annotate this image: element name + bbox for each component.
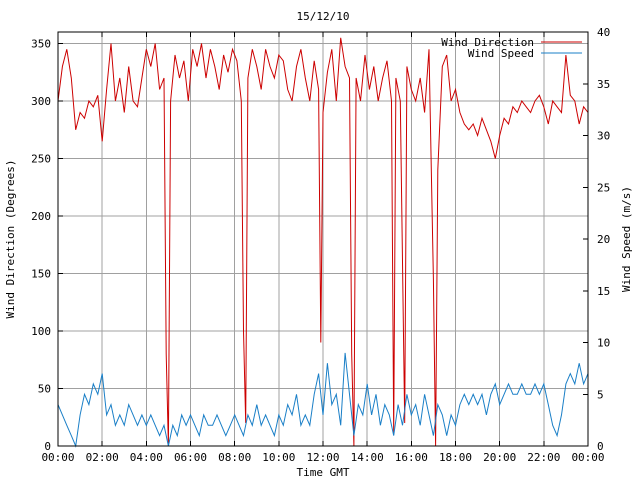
x-axis-label: Time GMT bbox=[297, 466, 350, 479]
x-tick-label: 04:00 bbox=[130, 451, 163, 464]
y-right-tick-label: 0 bbox=[597, 440, 604, 453]
y-left-tick-label: 150 bbox=[31, 268, 51, 281]
legend: Wind Direction Wind Speed bbox=[441, 36, 582, 60]
y-left-tick-label: 350 bbox=[31, 38, 51, 51]
y-right-tick-label: 5 bbox=[597, 388, 604, 401]
series-line-wind-speed bbox=[57, 352, 589, 448]
y-axis-left-label: Wind Direction (Degrees) bbox=[4, 160, 17, 319]
y-right-tick-label: 25 bbox=[597, 181, 610, 194]
axis-ticks bbox=[57, 31, 589, 447]
y-left-tick-label: 50 bbox=[38, 383, 51, 396]
x-tick-label: 00:00 bbox=[571, 451, 604, 464]
y-left-tick-label: 200 bbox=[31, 210, 51, 223]
x-tick-label: 14:00 bbox=[351, 451, 384, 464]
y-right-tick-label: 15 bbox=[597, 285, 610, 298]
y-right-tick-label: 10 bbox=[597, 337, 610, 350]
x-tick-label: 18:00 bbox=[439, 451, 472, 464]
series-line-wind-direction bbox=[57, 37, 589, 447]
x-tick-label: 02:00 bbox=[86, 451, 119, 464]
y-left-tick-label: 300 bbox=[31, 95, 51, 108]
x-tick-label: 00:00 bbox=[41, 451, 74, 464]
x-tick-label: 08:00 bbox=[218, 451, 251, 464]
y-left-tick-label: 0 bbox=[44, 440, 51, 453]
y-axis-right-label: Wind Speed (m/s) bbox=[620, 186, 633, 292]
y-right-tick-label: 35 bbox=[597, 78, 610, 91]
y-right-tick-label: 40 bbox=[597, 26, 610, 39]
x-tick-label: 10:00 bbox=[262, 451, 295, 464]
y-right-tick-label: 30 bbox=[597, 130, 610, 143]
x-tick-label: 12:00 bbox=[306, 451, 339, 464]
grid-lines bbox=[58, 32, 588, 446]
y-right-tick-label: 20 bbox=[597, 233, 610, 246]
legend-label-wind-direction: Wind Direction bbox=[441, 36, 534, 49]
chart-title: 15/12/10 bbox=[297, 10, 350, 23]
y-left-tick-label: 250 bbox=[31, 153, 51, 166]
series-lines bbox=[57, 37, 589, 448]
x-tick-label: 06:00 bbox=[174, 451, 207, 464]
y-left-tick-label: 100 bbox=[31, 325, 51, 338]
legend-label-wind-speed: Wind Speed bbox=[468, 47, 534, 60]
x-tick-label: 22:00 bbox=[527, 451, 560, 464]
x-tick-label: 16:00 bbox=[395, 451, 428, 464]
x-tick-label: 20:00 bbox=[483, 451, 516, 464]
